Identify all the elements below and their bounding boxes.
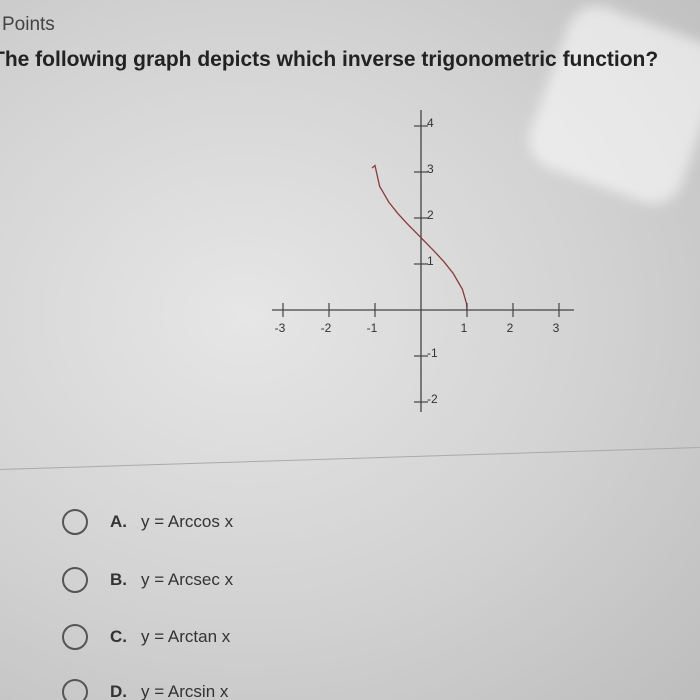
option-letter: D. [110,682,127,700]
option-text: y = Arcsin x [141,682,229,700]
option-text: y = Arccos x [141,512,234,531]
y-tick-label: -1 [427,346,438,360]
y-tick-label: 2 [427,208,434,222]
x-tick-label: 3 [553,321,560,335]
radio[interactable] [62,509,88,535]
x-tick-label: -2 [321,321,332,335]
option[interactable]: B. y = Arcsec x [62,565,233,595]
x-tick-label: -1 [367,321,378,335]
x-tick-label: -3 [275,321,286,335]
y-tick-label: 4 [427,116,434,130]
x-tick-label: 1 [461,321,468,335]
radio[interactable] [62,679,88,700]
radio[interactable] [62,567,88,593]
y-tick-label: -2 [427,392,438,406]
option-letter: B. [110,570,127,589]
option-text: y = Arcsec x [141,570,234,589]
graph: -3 -2 -1 1 2 3 -2 -1 1 2 3 4 [272,110,574,412]
option-letter: C. [110,627,127,646]
option-text: y = Arctan x [141,627,231,646]
option-letter: A. [110,512,127,531]
radio[interactable] [62,624,88,650]
option[interactable]: D. y = Arcsin x [62,677,228,700]
y-tick-label: 3 [427,162,434,176]
points: Points [2,14,55,35]
question: The following graph depicts which invers… [0,48,659,71]
option[interactable]: C. y = Arctan x [62,622,230,652]
y-tick-label: 1 [427,254,434,268]
curve [371,164,468,311]
x-tick-label: 2 [507,321,514,335]
option[interactable]: A. y = Arccos x [62,507,233,537]
